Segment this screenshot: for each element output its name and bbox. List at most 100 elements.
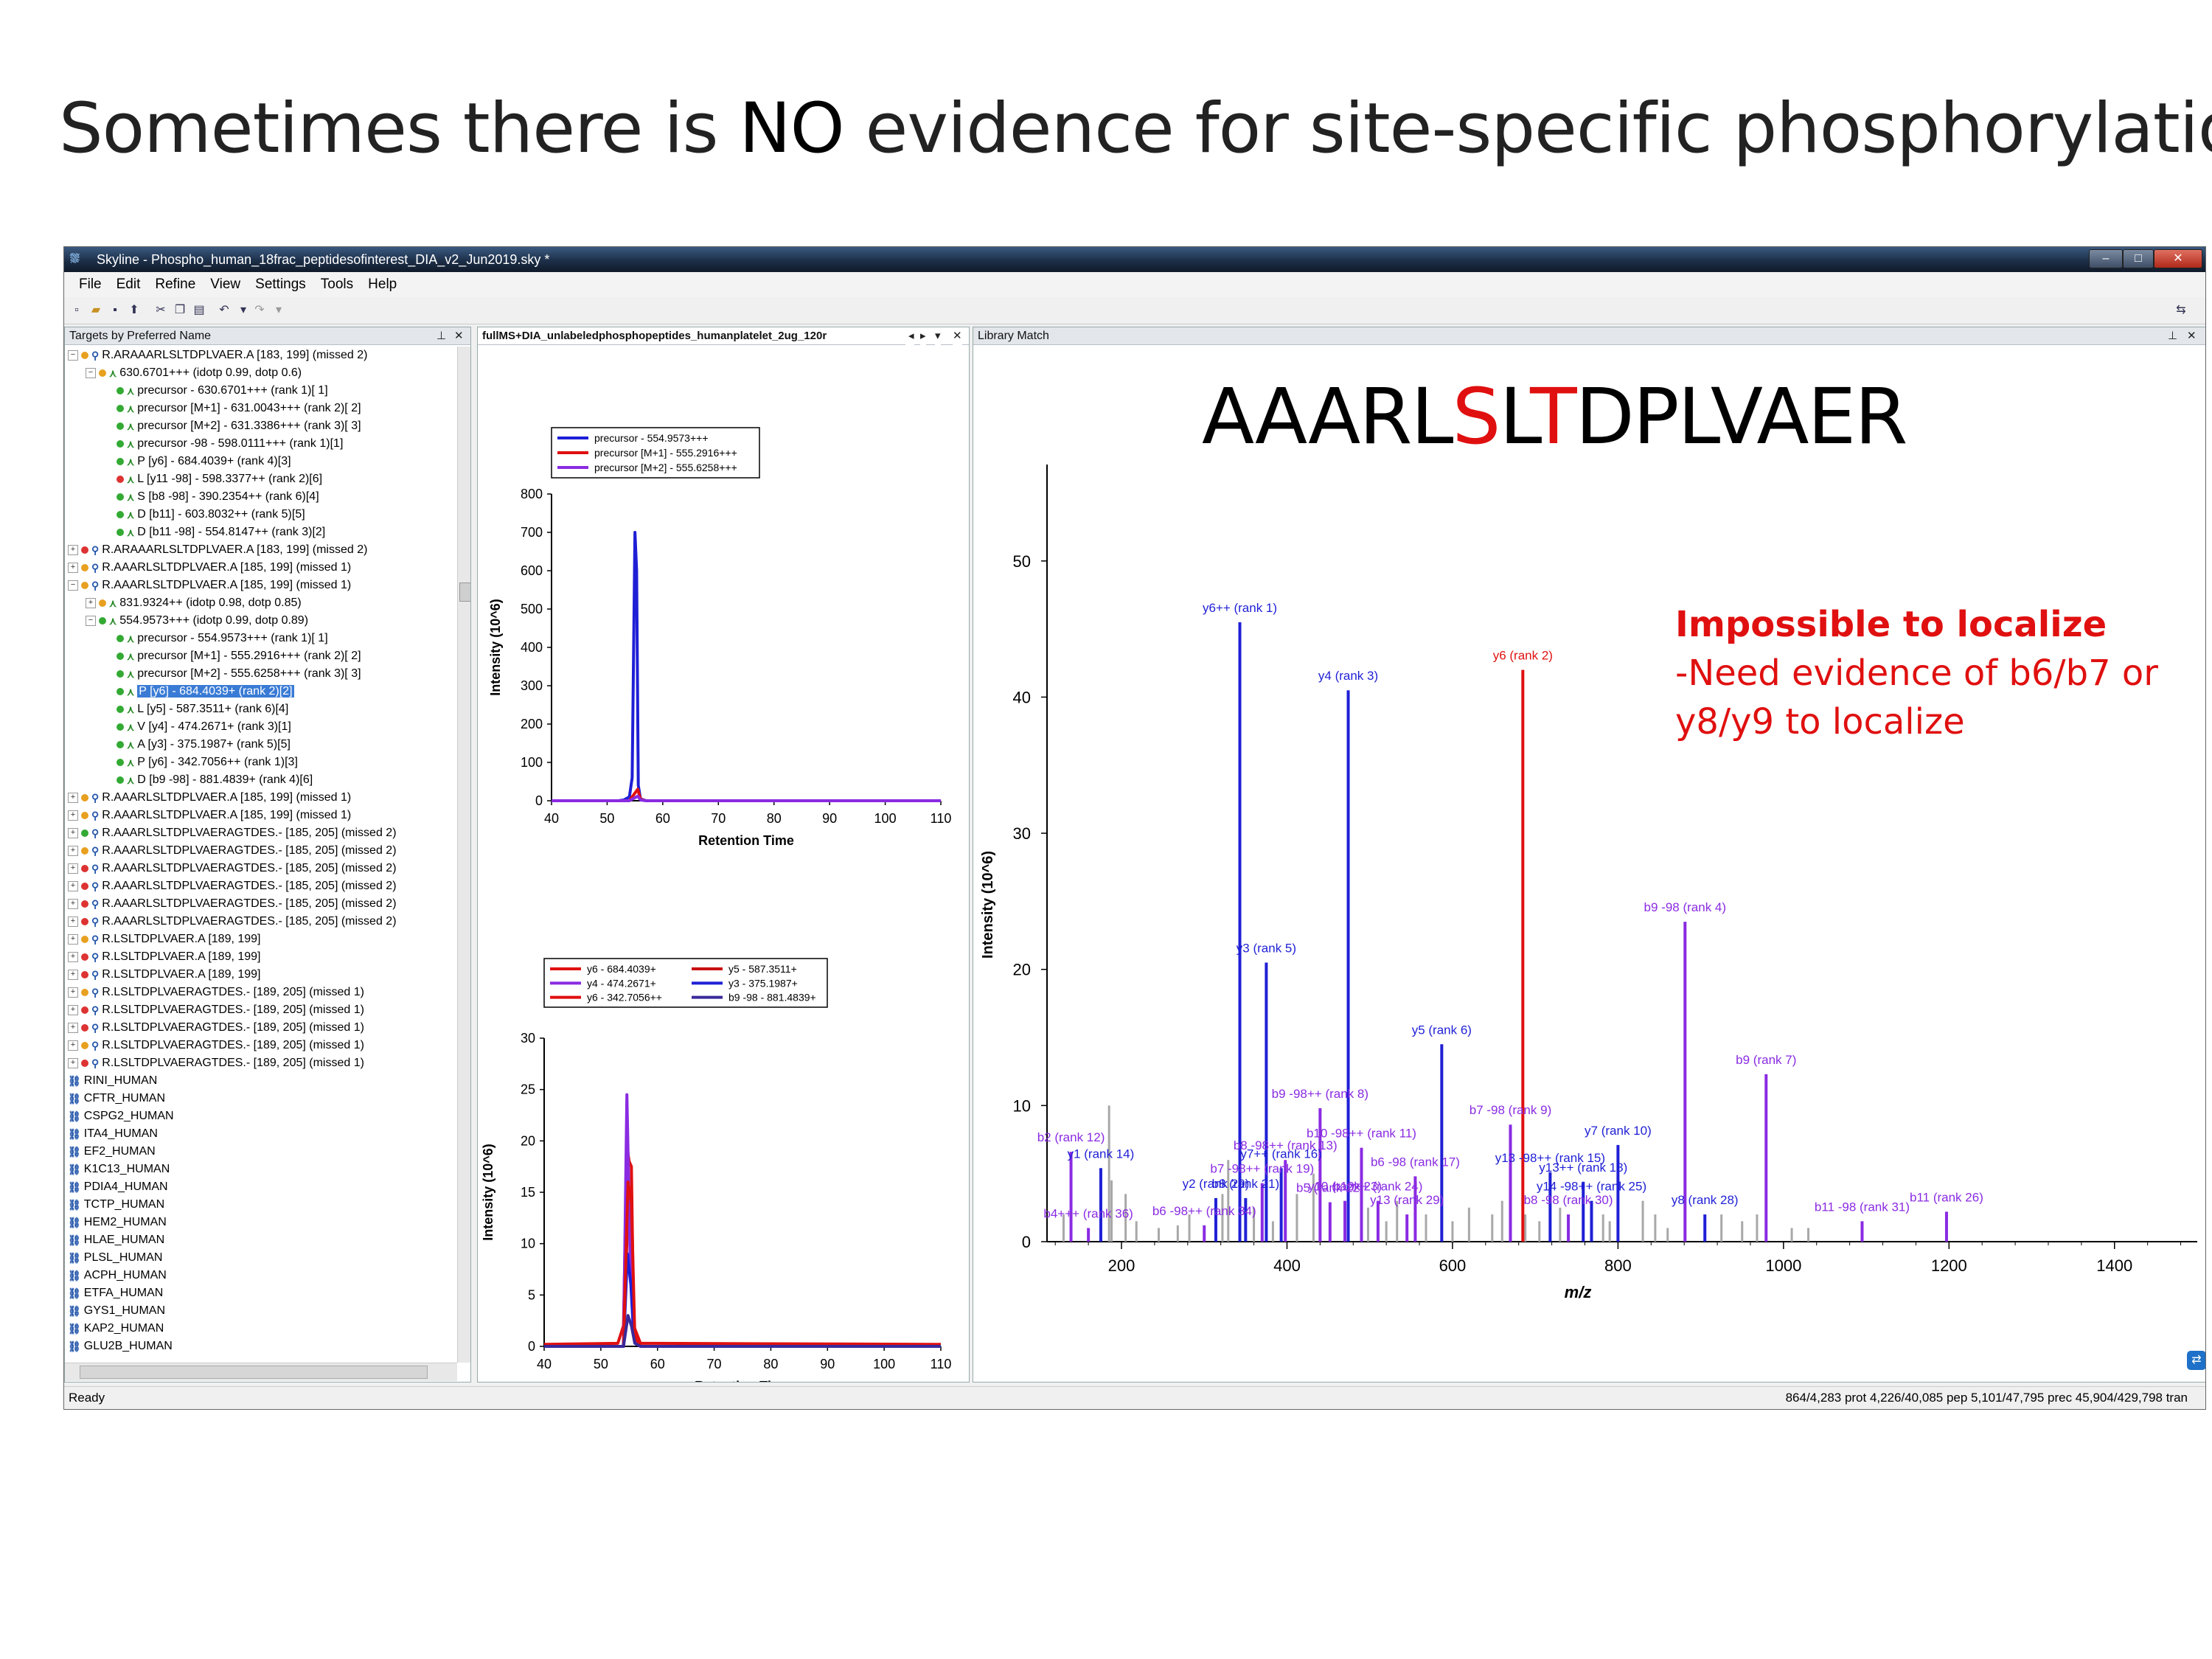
peptide-node[interactable]: + ⚲ R.AAARLSLTDPLVAERAGTDES.- [185, 205] (… bbox=[68, 860, 397, 877]
transition-node[interactable]: ⋏ A [y3] - 375.1987+ (rank 5)[5] bbox=[103, 736, 291, 754]
expand-icon[interactable]: + bbox=[68, 917, 78, 927]
peptide-node[interactable]: + ⚲ R.AAARLSLTDPLVAERAGTDES.- [185, 205] (… bbox=[68, 895, 397, 913]
peptide-node[interactable]: + ⚲ R.AAARLSLTDPLVAER.A [185, 199] (missed… bbox=[68, 559, 351, 577]
transition-node[interactable]: ⋏ V [y4] - 474.2671+ (rank 3)[1] bbox=[103, 718, 291, 736]
menu-file[interactable]: File bbox=[79, 276, 102, 292]
cut-icon[interactable]: ✂ bbox=[156, 304, 166, 316]
peptide-node[interactable]: + ⚲ R.LSLTDPLVAERAGTDES.- [189, 205] (miss… bbox=[68, 1054, 364, 1072]
targets-close-icon[interactable]: ✕ bbox=[454, 330, 464, 342]
new-document-icon[interactable]: ▫ bbox=[74, 304, 79, 316]
transition-node[interactable]: ⋏ L [y5] - 587.3511+ (rank 6)[4] bbox=[103, 700, 288, 718]
maximize-button[interactable]: □ bbox=[2123, 249, 2154, 268]
transition-node[interactable]: ⋏ D [b11] - 603.8032++ (rank 5)[5] bbox=[103, 506, 305, 524]
protein-node[interactable]: ⛓ HLAE_HUMAN bbox=[68, 1231, 164, 1249]
expand-icon[interactable]: + bbox=[68, 881, 78, 891]
protein-node[interactable]: ⛓ GYS1_HUMAN bbox=[68, 1302, 165, 1320]
save-icon[interactable]: ▪ bbox=[113, 304, 117, 316]
transition-node[interactable]: ⋏ precursor - 554.9573+++ (rank 1)[ 1] bbox=[103, 630, 328, 647]
expand-icon[interactable]: + bbox=[68, 563, 78, 573]
redo-dropdown-icon[interactable]: ▾ bbox=[275, 304, 282, 316]
paste-icon[interactable]: ▤ bbox=[193, 304, 205, 316]
expand-icon[interactable]: + bbox=[68, 1005, 78, 1015]
protein-node[interactable]: ⛓ ITA4_HUMAN bbox=[68, 1125, 158, 1143]
expand-icon[interactable]: + bbox=[68, 952, 78, 962]
peptide-node[interactable]: + ⚲ R.ARAAARLSLTDPLVAER.A [183, 199] (miss… bbox=[68, 541, 367, 559]
library-spectrum[interactable]: 0 10 20 30 40 50 200 400 600 800 1000 1200 1400 m/z In… bbox=[973, 347, 2205, 1382]
protein-node[interactable]: ⛓ ACPH_HUMAN bbox=[68, 1267, 167, 1284]
precursor-node[interactable]: − ⋏ 630.6701+++ (idotp 0.99, dotp 0.6) bbox=[86, 364, 302, 382]
pin-icon[interactable]: ⊥ bbox=[437, 330, 447, 342]
collapse-icon[interactable]: − bbox=[86, 616, 96, 626]
fragment-chromatogram[interactable]: 0 5 10 15 20 25 30 40 50 60 70 80 90 100 110 Retention … bbox=[478, 855, 967, 1382]
peptide-node[interactable]: + ⚲ R.AAARLSLTDPLVAERAGTDES.- [185, 205] (… bbox=[68, 877, 397, 895]
tab-next-icon[interactable]: ▸ bbox=[920, 327, 926, 345]
peptide-node[interactable]: + ⚲ R.AAARLSLTDPLVAER.A [185, 199] (missed… bbox=[68, 807, 351, 824]
copy-icon[interactable]: ❐ bbox=[174, 304, 186, 316]
expand-icon[interactable]: + bbox=[68, 810, 78, 821]
expand-icon[interactable]: + bbox=[68, 987, 78, 998]
tab-menu-icon[interactable]: ▾ bbox=[935, 327, 941, 345]
collapse-icon[interactable]: − bbox=[68, 580, 78, 591]
transition-node[interactable]: ⋏ S [b8 -98] - 390.2354++ (rank 6)[4] bbox=[103, 488, 319, 506]
transition-node[interactable]: ⋏ D [b9 -98] - 881.4839+ (rank 4)[6] bbox=[103, 771, 313, 789]
peptide-node[interactable]: + ⚲ R.LSLTDPLVAERAGTDES.- [189, 205] (miss… bbox=[68, 1019, 364, 1037]
expand-icon[interactable]: + bbox=[68, 970, 78, 980]
peptide-node[interactable]: + ⚲ R.AAARLSLTDPLVAERAGTDES.- [185, 205] (… bbox=[68, 824, 397, 842]
chromatogram-tab[interactable]: fullMS+DIA_unlabeledphosphopeptides_huma… bbox=[478, 327, 969, 345]
expand-icon[interactable]: + bbox=[68, 793, 78, 803]
horizontal-scrollbar[interactable] bbox=[65, 1363, 457, 1381]
teamviewer-icon[interactable]: ⇄ bbox=[2187, 1351, 2205, 1370]
precursor-node[interactable]: − ⋏ 554.9573+++ (idotp 0.99, dotp 0.89) bbox=[86, 612, 308, 630]
tab-prev-icon[interactable]: ◂ bbox=[905, 327, 914, 345]
transition-node[interactable]: ⋏ precursor [M+2] - 555.6258+++ (rank 3)[… bbox=[103, 665, 361, 683]
library-pin-icon[interactable]: ⊥ bbox=[2168, 330, 2178, 342]
menu-help[interactable]: Help bbox=[368, 276, 397, 292]
peptide-node[interactable]: + ⚲ R.LSLTDPLVAERAGTDES.- [189, 205] (miss… bbox=[68, 984, 364, 1001]
minimize-button[interactable]: – bbox=[2089, 249, 2123, 268]
peptide-node[interactable]: + ⚲ R.AAARLSLTDPLVAER.A [185, 199] (missed… bbox=[68, 789, 351, 807]
undo-dropdown-icon[interactable]: ▾ bbox=[240, 304, 247, 316]
menu-tools[interactable]: Tools bbox=[320, 276, 354, 292]
undo-icon[interactable]: ↶ bbox=[219, 304, 229, 316]
expand-icon[interactable]: + bbox=[68, 863, 78, 874]
redo-icon[interactable]: ↷ bbox=[254, 304, 265, 316]
protein-node[interactable]: ⛓ TCTP_HUMAN bbox=[68, 1196, 164, 1214]
library-close-icon[interactable]: ✕ bbox=[2187, 330, 2197, 342]
menu-edit[interactable]: Edit bbox=[116, 276, 141, 292]
menu-settings[interactable]: Settings bbox=[255, 276, 306, 292]
tab-close-icon[interactable]: ✕ bbox=[953, 327, 962, 345]
transition-node[interactable]: ⋏ precursor [M+2] - 631.3386+++ (rank 3)[… bbox=[103, 417, 361, 435]
publish-icon[interactable]: ⬆ bbox=[129, 304, 139, 316]
sync-icon[interactable]: ⇆ bbox=[2176, 304, 2186, 316]
transition-node[interactable]: ⋏ D [b11 -98] - 554.8147++ (rank 3)[2] bbox=[103, 524, 325, 541]
collapse-icon[interactable]: − bbox=[68, 350, 78, 361]
peptide-node[interactable]: − ⚲ R.AAARLSLTDPLVAER.A [185, 199] (missed… bbox=[68, 577, 351, 594]
transition-node[interactable]: ⋏ precursor - 630.6701+++ (rank 1)[ 1] bbox=[103, 382, 328, 400]
transition-node[interactable]: ⋏ precursor -98 - 598.0111+++ (rank 1)[1] bbox=[103, 435, 343, 453]
scrollbar-thumb[interactable] bbox=[459, 582, 470, 602]
transition-node[interactable]: ⋏ P [y6] - 684.4039+ (rank 2)[2] bbox=[103, 683, 294, 700]
protein-node[interactable]: ⛓ ETFA_HUMAN bbox=[68, 1284, 163, 1302]
precursor-node[interactable]: + ⋏ 831.9324++ (idotp 0.98, dotp 0.85) bbox=[86, 594, 302, 612]
expand-icon[interactable]: + bbox=[68, 846, 78, 856]
expand-icon[interactable]: + bbox=[68, 545, 78, 555]
protein-node[interactable]: ⛓ PDIA4_HUMAN bbox=[68, 1178, 168, 1196]
protein-node[interactable]: ⛓ K1C13_HUMAN bbox=[68, 1161, 170, 1178]
peptide-node[interactable]: + ⚲ R.LSLTDPLVAER.A [189, 199] bbox=[68, 931, 261, 948]
peptide-node[interactable]: − ⚲ R.ARAAARLSLTDPLVAER.A [183, 199] (miss… bbox=[68, 347, 367, 364]
protein-node[interactable]: ⛓ RINI_HUMAN bbox=[68, 1072, 157, 1090]
chromatogram-tab-label[interactable]: fullMS+DIA_unlabeledphosphopeptides_huma… bbox=[482, 330, 827, 342]
peptide-node[interactable]: + ⚲ R.AAARLSLTDPLVAERAGTDES.- [185, 205] (… bbox=[68, 842, 397, 860]
menu-view[interactable]: View bbox=[210, 276, 241, 292]
vertical-scrollbar[interactable] bbox=[457, 347, 470, 1363]
expand-icon[interactable]: + bbox=[68, 1040, 78, 1051]
precursor-chromatogram[interactable]: 0 100 200 300 400 500 600 700 800 40 50 60 70 80 90 100… bbox=[478, 347, 967, 855]
protein-node[interactable]: ⛓ KAP2_HUMAN bbox=[68, 1320, 164, 1338]
peptide-node[interactable]: + ⚲ R.LSLTDPLVAERAGTDES.- [189, 205] (miss… bbox=[68, 1001, 364, 1019]
peptide-node[interactable]: + ⚲ R.LSLTDPLVAER.A [189, 199] bbox=[68, 966, 261, 984]
expand-icon[interactable]: + bbox=[68, 828, 78, 838]
transition-node[interactable]: ⋏ precursor [M+1] - 631.0043+++ (rank 2)[… bbox=[103, 400, 361, 417]
menu-refine[interactable]: Refine bbox=[155, 276, 196, 292]
close-button[interactable]: ✕ bbox=[2154, 249, 2202, 268]
transition-node[interactable]: ⋏ P [y6] - 342.7056++ (rank 1)[3] bbox=[103, 754, 298, 771]
